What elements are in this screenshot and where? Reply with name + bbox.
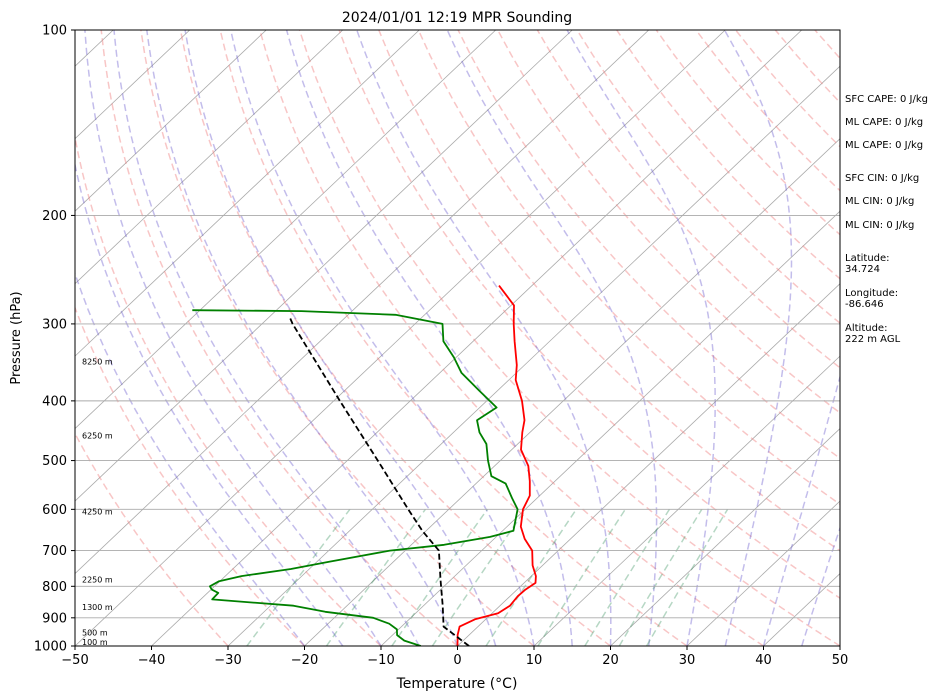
isotherm-line [380, 210, 840, 646]
isotherm-line [75, 30, 267, 212]
mixing-ratio-line [618, 508, 703, 646]
height-label: 2250 m [82, 576, 113, 585]
dry-adiabat-line [457, 30, 840, 460]
x-tick-label: 0 [453, 653, 461, 668]
dry-adiabat-line [338, 30, 840, 599]
isotherm-line [151, 30, 803, 646]
moist-adiabat-line [75, 271, 306, 646]
isotherm-line [75, 30, 420, 357]
dry-adiabat-line [100, 30, 458, 646]
ml-cape-label: ML CAPE: 0 J/kg [845, 117, 924, 128]
x-axis-label: Temperature (°C) [396, 676, 518, 692]
dry-adiabat-line [259, 30, 764, 646]
isotherm-line [75, 30, 191, 140]
y-tick-label: 100 [42, 24, 67, 39]
y-tick-label: 300 [42, 317, 67, 332]
background-lines [75, 30, 840, 646]
moist-adiabat-line [356, 30, 612, 646]
isotherm-line [75, 30, 573, 502]
moist-adiabat-line [75, 161, 344, 646]
moist-adiabat-line [285, 30, 574, 646]
x-tick-label: −10 [367, 653, 394, 668]
dry-adiabat-line [75, 133, 382, 646]
height-label: 4250 m [82, 508, 113, 517]
sounding-profiles [192, 285, 537, 646]
moist-adiabat-line [723, 30, 793, 646]
y-axis-ticks: 1000 900 800 700 600 500 400 300 200 100 [34, 24, 75, 655]
temperature-profile-line [456, 285, 537, 646]
moist-adiabat-line [801, 525, 840, 646]
mixing-ratio-line [246, 508, 351, 646]
height-label: 8250 m [82, 357, 113, 366]
y-tick-label: 400 [42, 394, 67, 409]
y-tick-label: 700 [42, 544, 67, 559]
isotherm-line [610, 428, 840, 646]
isotherm-line [457, 283, 840, 646]
y-tick-label: 600 [42, 503, 67, 518]
isotherm-line [686, 500, 840, 646]
x-axis-ticks: −50 −40 −30 −20 −10 0 10 20 30 40 50 [61, 646, 848, 668]
dewpoint-profile-line [192, 309, 519, 646]
x-tick-label: −50 [61, 653, 88, 668]
mixing-ratio-line [645, 508, 729, 646]
moist-adiabat-line [566, 30, 716, 646]
dry-adiabat-line [616, 30, 840, 280]
isotherm-line [304, 138, 840, 646]
ml-cin-label: ML CIN: 0 J/kg [845, 196, 915, 207]
y-tick-label: 1000 [34, 640, 67, 655]
isotherm-line [75, 30, 344, 285]
mixing-ratio-line [325, 508, 427, 646]
x-tick-label: −20 [291, 653, 318, 668]
moist-adiabat-line [762, 374, 840, 646]
dry-adiabat-line [298, 30, 840, 646]
dry-adiabat-line [179, 30, 611, 646]
isotherm-line [75, 30, 497, 430]
y-tick-label: 200 [42, 209, 67, 224]
height-label: 100 m [82, 638, 108, 647]
ml-cin-label-2: ML CIN: 0 J/kg [845, 220, 915, 231]
moist-adiabat-line [229, 30, 535, 646]
isotherm-line [227, 65, 840, 646]
height-label: 1300 m [82, 603, 113, 612]
parcel-path-line [288, 316, 470, 646]
y-axis-label: Pressure (hPa) [9, 291, 24, 384]
x-tick-label: 20 [602, 653, 619, 668]
isobar-gridlines [75, 30, 840, 646]
x-tick-label: −30 [214, 653, 241, 668]
moist-adiabat-line [84, 30, 382, 646]
mixing-ratio-line [537, 508, 626, 646]
longitude-label: Longitude: -86.646 [845, 288, 899, 310]
latitude-label: Latitude: 34.724 [845, 253, 890, 275]
plot-frame [74, 29, 841, 647]
ml-cape-label-2: ML CAPE: 0 J/kg [845, 140, 924, 151]
height-label: 6250 m [82, 431, 113, 440]
moist-adiabat-line [184, 30, 497, 646]
y-tick-label: 900 [42, 611, 67, 626]
moist-adiabat-line [446, 30, 658, 646]
dry-adiabat-line [417, 30, 840, 506]
dry-adiabat-line [75, 431, 229, 646]
altitude-label: Altitude: 222 m AGL [845, 323, 901, 345]
x-tick-label: 30 [679, 653, 696, 668]
y-tick-label: 500 [42, 454, 67, 469]
y-tick-label: 800 [42, 580, 67, 595]
moist-adiabat-line [113, 30, 420, 646]
x-tick-label: −40 [138, 653, 165, 668]
dry-adiabat-line [140, 30, 535, 646]
isotherm-line [75, 30, 650, 575]
sfc-cape-label: SFC CAPE: 0 J/kg [845, 94, 928, 105]
isotherm-line [533, 355, 840, 646]
x-tick-label: 10 [526, 653, 543, 668]
sfc-cin-label: SFC CIN: 0 J/kg [845, 173, 920, 184]
x-tick-label: 40 [755, 653, 772, 668]
moist-adiabat-line [146, 30, 459, 646]
height-label: 500 m [82, 628, 108, 637]
isotherm-line [75, 30, 726, 646]
mixing-ratio-line [584, 508, 671, 646]
x-tick-label: 50 [832, 653, 849, 668]
dry-adiabat-line [378, 30, 840, 552]
chart-title: 2024/01/01 12:19 MPR Sounding [342, 10, 572, 26]
